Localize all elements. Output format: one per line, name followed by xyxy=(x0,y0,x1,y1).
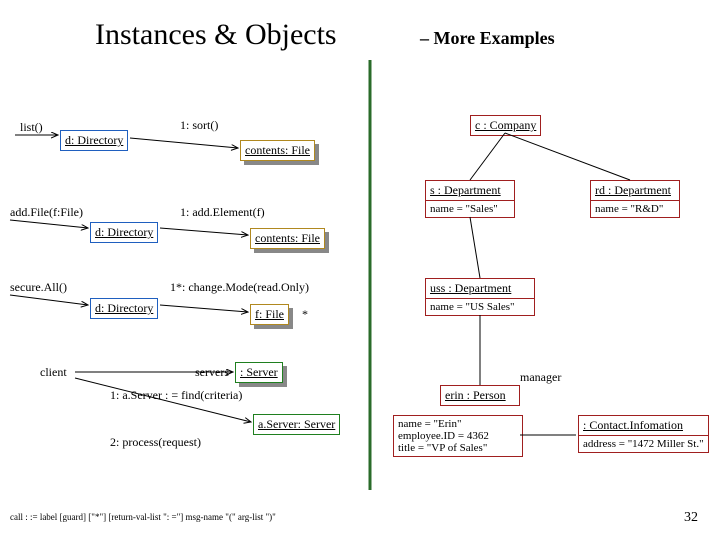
obj-ffile-wrap: f: File xyxy=(250,304,289,325)
obj-erin-a3: title = "VP of Sales" xyxy=(398,442,518,454)
msg-addfile: add.File(f:File) xyxy=(10,205,83,220)
msg-process: 2: process(request) xyxy=(110,435,201,450)
obj-ussdept-attr: name = "US Sales" xyxy=(430,301,530,313)
obj-d3-title: d: Directory xyxy=(95,301,153,315)
obj-contact-title: : Contact.Infomation xyxy=(583,418,683,432)
obj-sdept-title: s : Department xyxy=(430,183,501,197)
obj-d2: d: Directory xyxy=(90,222,158,243)
msg-sort: 1: sort() xyxy=(180,118,218,133)
msg-servers: servers xyxy=(195,365,229,380)
obj-aserver: a.Server: Server xyxy=(253,414,340,435)
page-title: Instances & Objects xyxy=(95,18,337,52)
obj-d3: d: Directory xyxy=(90,298,158,319)
obj-rddept-title: rd : Department xyxy=(595,183,671,197)
obj-erin-body: name = "Erin" employee.ID = 4362 title =… xyxy=(393,415,523,457)
obj-ffile: f: File xyxy=(255,307,284,321)
star: * xyxy=(302,307,308,322)
page-number: 32 xyxy=(684,510,698,526)
obj-d1: d: Directory xyxy=(60,130,128,151)
obj-company-title: c : Company xyxy=(475,118,536,132)
obj-aserver-title: a.Server: Server xyxy=(258,417,335,431)
page-subtitle: – More Examples xyxy=(420,28,555,49)
obj-contact-attr: address = "1472 Miller St." xyxy=(583,438,704,450)
msg-addelement: 1: add.Element(f) xyxy=(180,205,265,220)
obj-sdept-attr: name = "Sales" xyxy=(430,203,510,215)
footnote: call : := label [guard] ["*"] [return-va… xyxy=(10,512,276,522)
obj-erin-a2: employee.ID = 4362 xyxy=(398,430,518,442)
msg-changemode: 1*: change.Mode(read.Only) xyxy=(170,280,309,295)
obj-d1-title: d: Directory xyxy=(65,133,123,147)
msg-find: 1: a.Server : = find(criteria) xyxy=(110,388,242,403)
diagram-lines xyxy=(0,0,720,540)
obj-contents1: contents: File xyxy=(245,143,310,157)
obj-erin-head: erin : Person xyxy=(440,385,520,406)
obj-ussdept: uss : Department name = "US Sales" xyxy=(425,278,535,316)
msg-list: list() xyxy=(20,120,43,135)
msg-secureall: secure.All() xyxy=(10,280,67,295)
obj-server: : Server xyxy=(240,365,278,379)
msg-manager: manager xyxy=(520,370,561,385)
obj-erin-title: erin : Person xyxy=(445,388,506,402)
obj-ussdept-title: uss : Department xyxy=(430,281,511,295)
obj-rddept: rd : Department name = "R&D" xyxy=(590,180,680,218)
obj-d2-title: d: Directory xyxy=(95,225,153,239)
obj-sdept: s : Department name = "Sales" xyxy=(425,180,515,218)
obj-contents2: contents: File xyxy=(255,231,320,245)
msg-client: client xyxy=(40,365,67,380)
obj-contents2-wrap: contents: File xyxy=(250,228,325,249)
obj-erin-a1: name = "Erin" xyxy=(398,418,518,430)
obj-server-wrap: : Server xyxy=(235,362,283,383)
obj-company: c : Company xyxy=(470,115,541,136)
obj-rddept-attr: name = "R&D" xyxy=(595,203,675,215)
obj-contents1-wrap: contents: File xyxy=(240,140,315,161)
obj-contact: : Contact.Infomation address = "1472 Mil… xyxy=(578,415,709,453)
